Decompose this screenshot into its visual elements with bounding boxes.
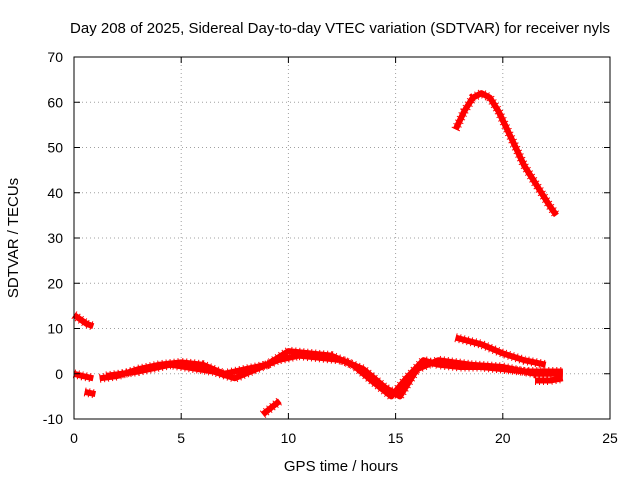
series-arc-main-b bbox=[105, 351, 563, 401]
series-line-arc-late-decline bbox=[454, 334, 547, 368]
series-arc-early-high bbox=[71, 311, 95, 331]
y-tick-label: 10 bbox=[47, 321, 63, 337]
tick-layer: 0 5 10 15 20 25 -10 0 10 20 30 40 50 60 70 bbox=[43, 49, 618, 446]
series-line-arc-early-high bbox=[72, 312, 95, 330]
x-tick-label: 20 bbox=[495, 430, 511, 446]
series-arc-late-low bbox=[535, 373, 564, 385]
series-arc-early-low bbox=[83, 387, 97, 399]
y-tick-label: 70 bbox=[47, 49, 63, 65]
series-arc-high-peak bbox=[451, 88, 561, 218]
x-tick-label: 0 bbox=[70, 430, 78, 446]
series-layer bbox=[71, 88, 564, 419]
y-tick-label: 20 bbox=[47, 275, 63, 291]
y-tick-label: 50 bbox=[47, 140, 63, 156]
x-tick-label: 5 bbox=[177, 430, 185, 446]
series-markers-arc-main-b bbox=[105, 351, 563, 401]
series-markers-arc-late-low bbox=[535, 373, 564, 385]
x-tick-label: 10 bbox=[281, 430, 297, 446]
y-tick-label: -10 bbox=[43, 411, 63, 427]
series-line-arc-high-peak bbox=[452, 90, 559, 218]
chart-title: Day 208 of 2025, Sidereal Day-to-day VTE… bbox=[70, 20, 610, 37]
x-tick-label: 15 bbox=[388, 430, 404, 446]
x-tick-label: 25 bbox=[602, 430, 618, 446]
y-tick-label: 40 bbox=[47, 185, 63, 201]
y-tick-label: 30 bbox=[47, 230, 63, 246]
x-axis-label: GPS time / hours bbox=[284, 458, 398, 475]
series-line-arc-dip bbox=[260, 398, 282, 417]
series-arc-early-zero bbox=[72, 369, 95, 383]
series-markers-arc-early-zero bbox=[72, 369, 95, 383]
series-markers-arc-high-peak bbox=[451, 88, 561, 218]
series-arc-dip bbox=[259, 397, 283, 419]
y-axis-label: SDTVAR / TECUs bbox=[5, 178, 22, 298]
series-line-arc-early-low bbox=[84, 388, 97, 398]
y-tick-label: 60 bbox=[47, 94, 63, 110]
series-arc-late-decline bbox=[454, 333, 547, 370]
y-tick-label: 0 bbox=[55, 366, 63, 382]
